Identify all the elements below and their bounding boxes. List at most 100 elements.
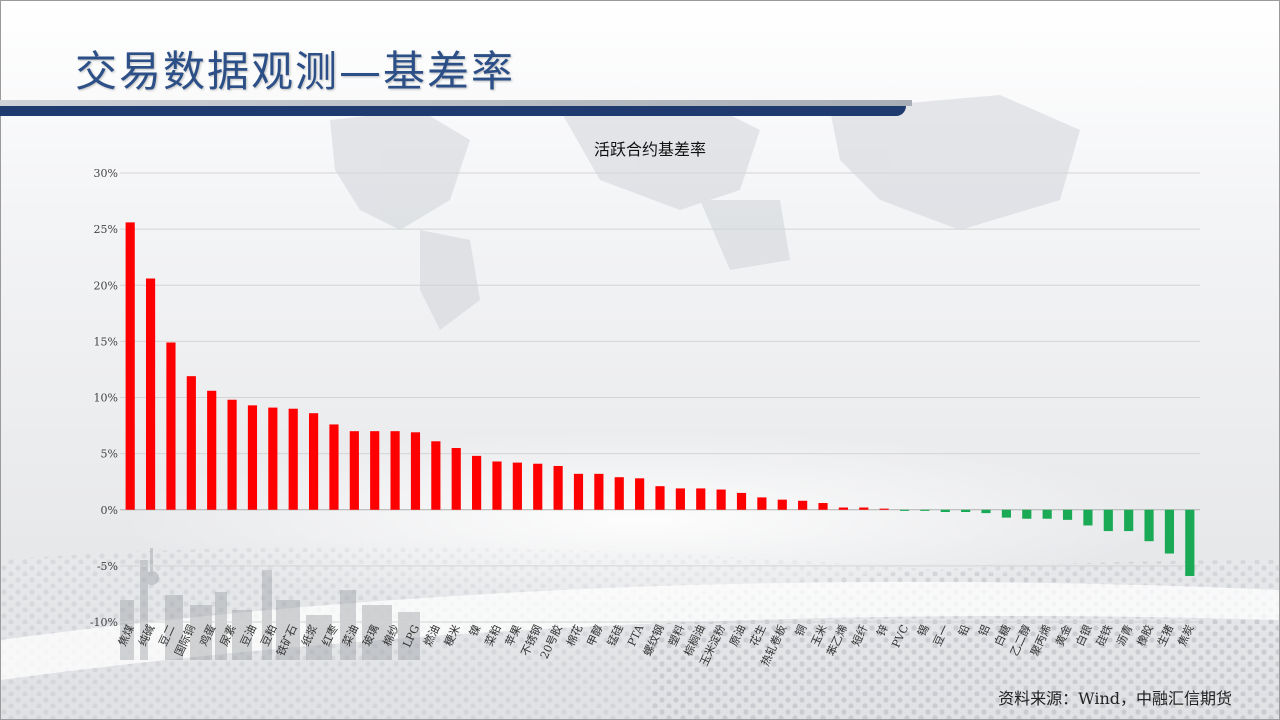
bar-硅铁 xyxy=(1103,509,1113,532)
bar-燃油 xyxy=(431,441,441,510)
x-tick-label: 燃油 xyxy=(421,622,443,648)
chart-title: 活跃合约基差率 xyxy=(594,140,706,159)
page-title: 交易数据观测—基差率 xyxy=(75,47,516,96)
bar-镍 xyxy=(472,455,482,510)
x-tick-label: 纸浆 xyxy=(298,622,320,648)
title-underline-gray xyxy=(0,100,912,106)
bar-豆粕 xyxy=(268,407,278,510)
y-tick-label: 0% xyxy=(101,504,118,517)
bar-棉纱 xyxy=(390,431,400,510)
bar-豆油 xyxy=(247,405,258,510)
y-tick-label: -10% xyxy=(90,616,118,629)
y-tick-label: 25% xyxy=(94,223,118,236)
grid-lines xyxy=(120,172,1200,623)
x-tick-label: 沥青 xyxy=(1114,623,1135,648)
x-tick-label: 焦炭 xyxy=(1175,623,1196,648)
x-tick-label: 花生 xyxy=(747,622,769,648)
bar-铁矿石 xyxy=(288,408,298,510)
bar-热轧卷板 xyxy=(777,499,787,510)
x-tick-label: 焦煤 xyxy=(116,623,137,648)
x-tick-label: 尿素 xyxy=(218,623,239,648)
x-tick-label: 红枣 xyxy=(320,623,341,648)
bar-尿素 xyxy=(227,399,237,510)
y-tick-label: 10% xyxy=(94,392,118,405)
x-tick-label: 白糖 xyxy=(991,622,1013,648)
x-tick-label: 铅 xyxy=(955,622,972,638)
x-tick-label: 鸡蛋 xyxy=(196,622,218,648)
bar-玉米淀粉 xyxy=(716,489,726,510)
x-tick-label: 粳米 xyxy=(441,622,463,648)
bar-聚丙烯 xyxy=(1042,509,1052,519)
bar-不锈钢 xyxy=(533,463,543,510)
source-note: 资料来源：Wind，中融汇信期货 xyxy=(998,689,1232,708)
y-tick-label: 15% xyxy=(94,335,118,348)
bar-20号胶 xyxy=(553,465,563,510)
x-tick-label: 豆粕 xyxy=(258,622,280,648)
bar-铅 xyxy=(961,509,971,512)
x-tick-label: 菜粕 xyxy=(482,622,504,648)
x-tick-label: 锡 xyxy=(914,622,931,638)
x-tick-label: 锌 xyxy=(874,622,891,638)
x-tick-label: 铜 xyxy=(792,622,809,638)
bar-塑料 xyxy=(675,488,685,510)
bar-PTA xyxy=(635,478,645,510)
bar-玉米 xyxy=(818,503,828,510)
bar-螺纹钢 xyxy=(655,486,665,510)
x-tick-label: LPG xyxy=(400,623,422,650)
bar-锌 xyxy=(879,508,889,510)
x-tick-label: PTA xyxy=(625,622,647,648)
bar-菜粕 xyxy=(492,461,502,510)
bar-锡 xyxy=(920,509,930,511)
y-tick-label: 20% xyxy=(94,279,118,292)
bar-短纤 xyxy=(859,507,869,510)
title-underline-blue xyxy=(0,106,906,116)
x-tick-label: 原油 xyxy=(726,622,748,648)
x-tick-label: 豆二 xyxy=(157,623,178,648)
bar-焦煤 xyxy=(125,222,135,510)
x-tick-label: 菜油 xyxy=(339,622,361,648)
x-tick-label: 棉纱 xyxy=(380,622,402,648)
bar-鸡蛋 xyxy=(207,390,217,510)
bar-豆一 xyxy=(940,509,950,512)
y-tick-label: -5% xyxy=(97,560,118,573)
bar-玻璃 xyxy=(370,431,380,510)
x-tick-label: 生猪 xyxy=(1154,622,1176,648)
x-tick-label: 甲醇 xyxy=(584,622,606,648)
x-axis-labels: 焦煤 纯碱 豆二国际铜 鸡蛋 尿素 豆油 豆粕铁矿石 纸浆 红枣 菜油 玻璃 棉纱LPG 燃油 粳米镍菜粕… xyxy=(116,622,1197,668)
bar-铝 xyxy=(981,509,991,514)
bar-乙二醇 xyxy=(1022,509,1032,519)
x-tick-label: 白银 xyxy=(1073,622,1095,648)
x-tick-label: 黄金 xyxy=(1052,622,1074,648)
bar-白糖 xyxy=(1001,509,1011,518)
bar-菜油 xyxy=(349,431,359,510)
x-tick-label: 玉米 xyxy=(809,623,830,648)
bar-粳米 xyxy=(451,448,461,510)
bar-黄金 xyxy=(1062,509,1073,520)
bar-焦炭 xyxy=(1185,509,1195,576)
x-tick-label: 锰硅 xyxy=(604,622,626,648)
bar-国际铜 xyxy=(186,376,196,510)
x-tick-label: 橡胶 xyxy=(1134,622,1156,648)
bar-红枣 xyxy=(329,424,339,510)
bar-白银 xyxy=(1083,509,1093,526)
world-map-decoration xyxy=(330,95,1080,330)
x-tick-label: 豆油 xyxy=(237,622,259,648)
bar-棕榈油 xyxy=(696,488,706,510)
x-tick-label: 苹果 xyxy=(502,622,524,648)
bar-纸浆 xyxy=(309,413,319,510)
bar-棉花 xyxy=(573,473,584,510)
x-tick-label: 塑料 xyxy=(665,622,687,648)
bars xyxy=(125,222,1195,576)
bar-橡胶 xyxy=(1144,509,1154,542)
bar-苹果 xyxy=(512,462,522,510)
bar-PVC xyxy=(899,509,910,511)
bar-LPG xyxy=(410,432,421,510)
x-tick-label: PVC xyxy=(889,623,911,650)
bar-纯碱 xyxy=(145,278,156,510)
x-tick-label: 玻璃 xyxy=(359,622,381,648)
x-tick-label: 棉花 xyxy=(563,622,585,648)
bar-苯乙烯 xyxy=(838,507,848,510)
bar-豆二 xyxy=(166,342,176,510)
